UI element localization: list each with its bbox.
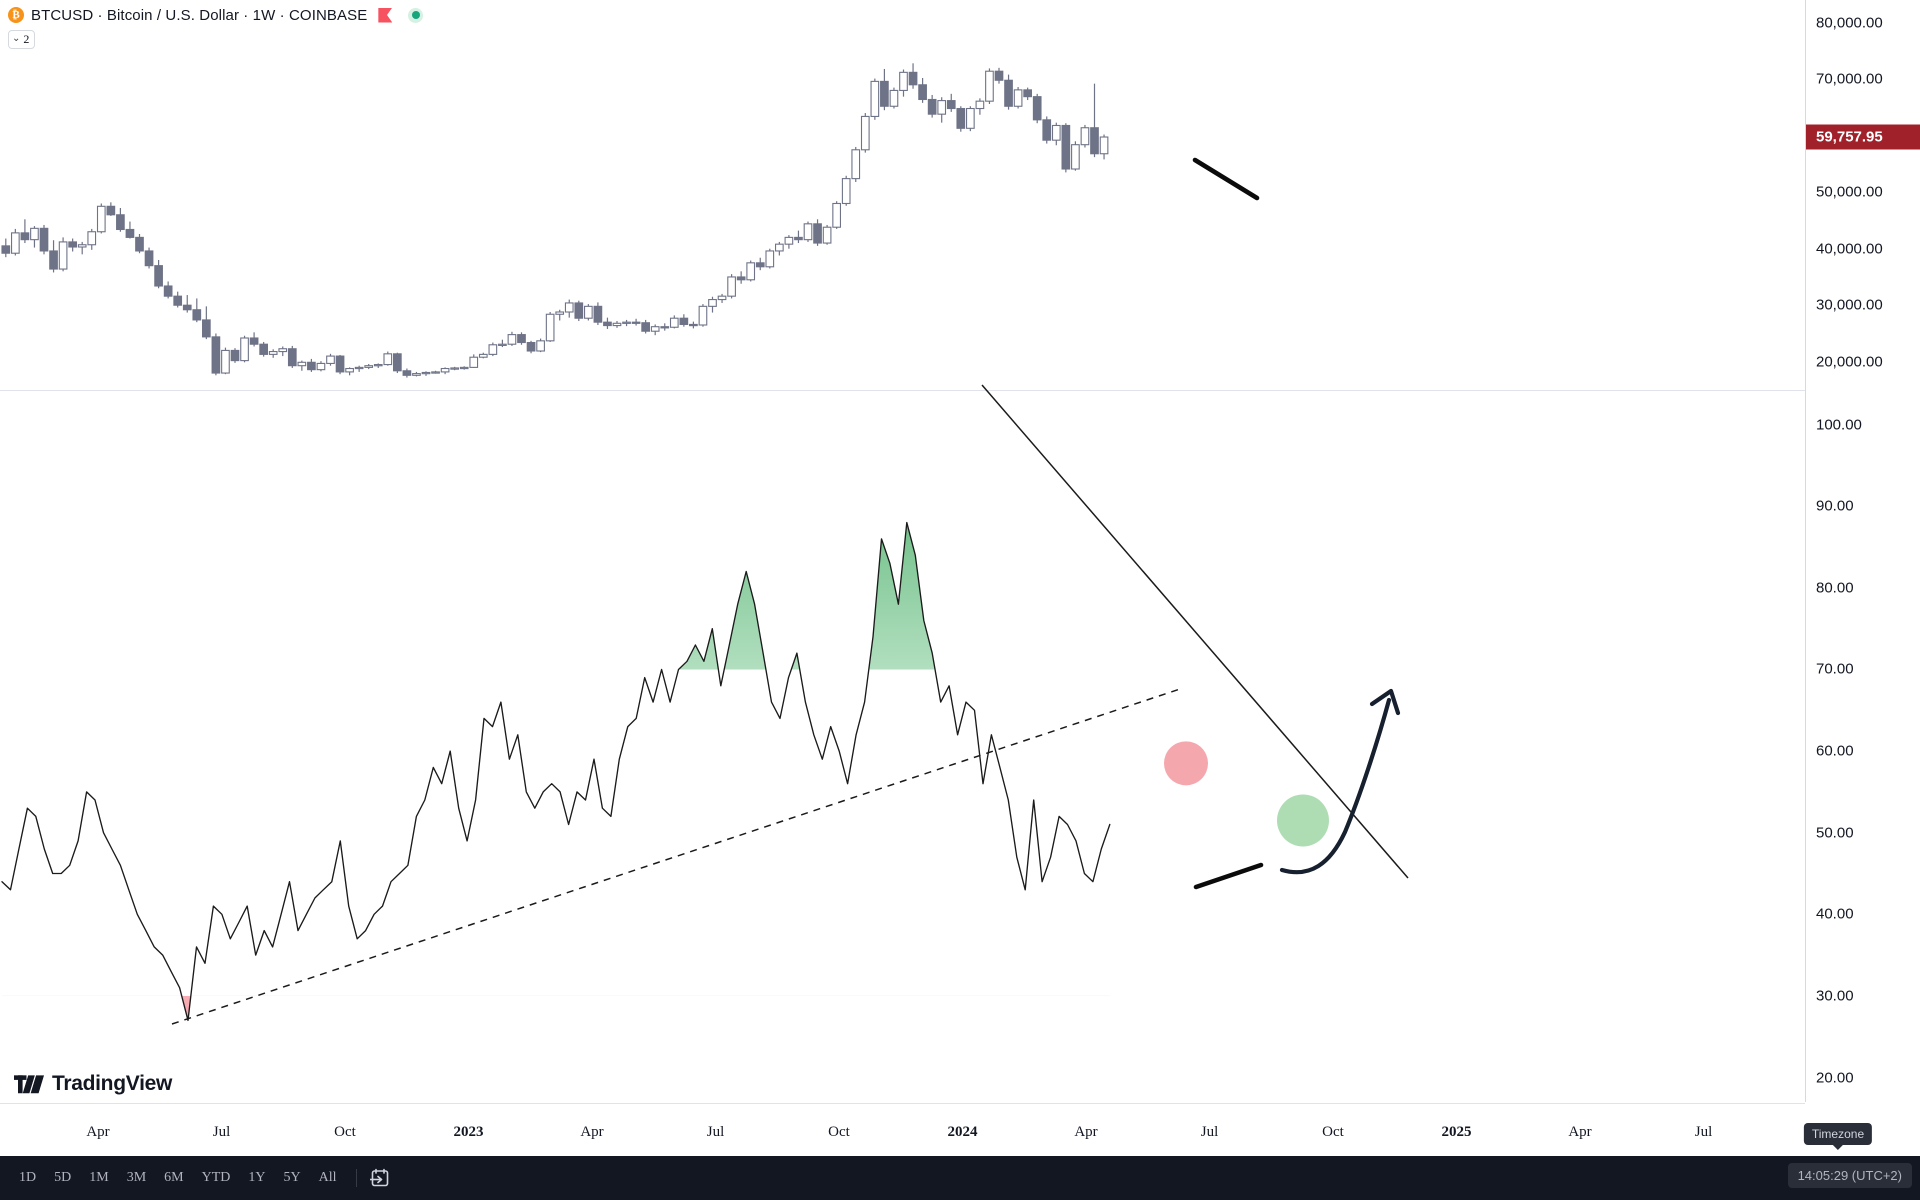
time-axis-label: Oct [828, 1124, 850, 1140]
range-button-1y[interactable]: 1Y [248, 1170, 266, 1185]
legend-title-row[interactable]: ₿ BTCUSD · Bitcoin / U.S. Dollar · 1W · … [8, 4, 424, 26]
price-axis-label: 20,000.00 [1816, 353, 1883, 371]
time-axis-label: Apr [1074, 1124, 1098, 1140]
indicator-axis-label: 90.00 [1816, 497, 1854, 515]
price-pane[interactable] [0, 0, 1805, 390]
chevron-down-icon: ⌄ [12, 32, 21, 44]
timezone-tooltip[interactable]: Timezone [1803, 1123, 1873, 1150]
toolbar-divider [355, 1169, 357, 1187]
range-button-all[interactable]: All [318, 1170, 337, 1185]
tradingview-logo-icon [14, 1074, 44, 1093]
range-button-1m[interactable]: 1M [89, 1170, 109, 1185]
range-button-5d[interactable]: 5D [54, 1170, 72, 1185]
indicator-axis-label: 50.00 [1816, 824, 1854, 842]
indicator-axis-label: 30.00 [1816, 987, 1854, 1005]
time-axis-label: Apr [86, 1124, 110, 1140]
indicator-axis-label: 60.00 [1816, 742, 1854, 760]
range-button-6m[interactable]: 6M [164, 1170, 184, 1185]
time-axis-label: Apr [580, 1124, 604, 1140]
time-axis-label: Oct [334, 1124, 356, 1140]
indicator-axis-label: 70.00 [1816, 660, 1854, 678]
indicator-pane[interactable] [0, 384, 1805, 1102]
price-axis-label: 40,000.00 [1816, 240, 1883, 258]
indicator-axis-label: 40.00 [1816, 905, 1854, 923]
time-axis-label: Jul [212, 1124, 231, 1140]
indicator-chart-svg [1, 384, 1409, 1025]
time-axis-label: Apr [1568, 1124, 1592, 1140]
time-axis-label: 2023 [453, 1124, 484, 1140]
range-buttons: 1D 5D 1M 3M 6M YTD 1Y 5Y All [0, 1166, 346, 1190]
range-button-5y[interactable]: 5Y [283, 1170, 301, 1185]
tradingview-logo-text: TradingView [52, 1072, 173, 1095]
price-axis-label: 50,000.00 [1816, 183, 1883, 201]
indicator-axis-label: 100.00 [1816, 416, 1862, 434]
range-button-3m[interactable]: 3M [126, 1170, 147, 1185]
goto-date-icon[interactable] [369, 1168, 391, 1188]
tradingview-watermark: TradingView [14, 1072, 172, 1096]
chart-legend: ₿ BTCUSD · Bitcoin / U.S. Dollar · 1W · … [8, 4, 424, 49]
time-axis-label: 2024 [947, 1124, 978, 1140]
time-axis[interactable]: Apr Jul Oct 2023 Apr Jul Oct 2024 Apr Jul Oct 2025 A… [0, 1103, 1805, 1156]
pane-divider[interactable] [0, 390, 1805, 391]
market-open-dot-icon[interactable] [408, 7, 424, 23]
legend-collapse-button[interactable]: ⌄ 2 [8, 30, 36, 49]
red-flag-icon[interactable] [378, 7, 393, 23]
indicator-axis-label: 80.00 [1816, 579, 1854, 597]
range-button-1d[interactable]: 1D [19, 1170, 37, 1185]
time-axis-label: Jul [1694, 1124, 1713, 1140]
current-price-badge[interactable]: 59,757.95 [1806, 124, 1920, 150]
price-axis-label: 30,000.00 [1816, 296, 1883, 314]
price-chart-svg [1, 63, 1260, 378]
time-axis-label: Jul [1200, 1124, 1219, 1140]
range-button-ytd[interactable]: YTD [201, 1170, 231, 1185]
price-axis-label: 70,000.00 [1816, 70, 1883, 88]
time-axis-label: 2025 [1441, 1124, 1472, 1140]
bottom-toolbar: 1D 5D 1M 3M 6M YTD 1Y 5Y All 14:05:29 (UTC+2) [0, 1156, 1920, 1200]
indicator-axis-label: 20.00 [1816, 1069, 1854, 1087]
clock-timezone-button[interactable]: 14:05:29 (UTC+2) [1787, 1163, 1912, 1188]
time-axis-label: Oct [1322, 1124, 1344, 1140]
bitcoin-icon: ₿ [8, 7, 24, 23]
axis-separator [1805, 0, 1806, 1102]
price-axis-label: 80,000.00 [1816, 14, 1883, 32]
time-axis-label: Jul [706, 1124, 725, 1140]
symbol-title[interactable]: BTCUSD · Bitcoin / U.S. Dollar · 1W · CO… [31, 6, 368, 24]
legend-collapse-count: 2 [23, 32, 30, 46]
